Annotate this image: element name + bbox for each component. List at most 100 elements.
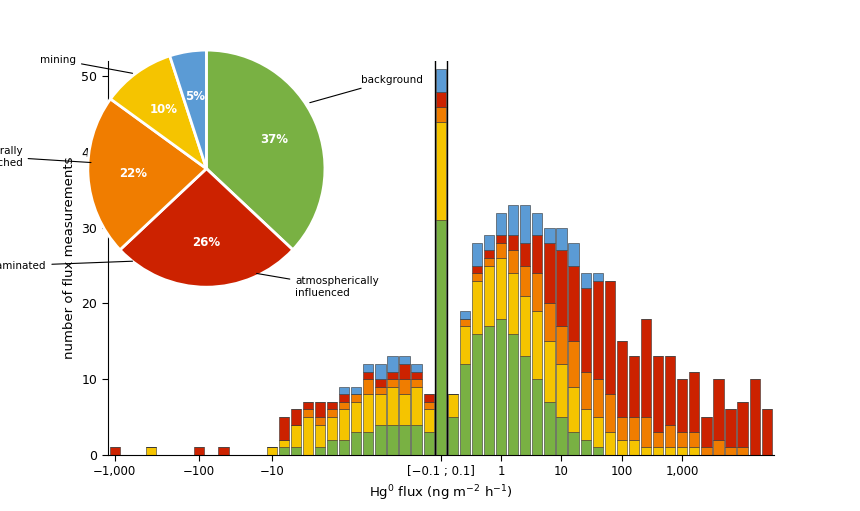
Bar <box>484 258 494 266</box>
Bar <box>351 402 361 432</box>
Bar <box>532 273 543 311</box>
Bar <box>327 409 337 417</box>
Bar <box>351 394 361 402</box>
Bar <box>363 371 373 379</box>
Bar <box>460 364 470 455</box>
Bar <box>508 334 519 455</box>
Bar <box>580 371 591 409</box>
Bar <box>146 447 157 455</box>
Bar <box>399 357 409 364</box>
Bar <box>472 243 482 266</box>
Bar <box>677 432 687 447</box>
Bar <box>665 357 675 425</box>
Bar <box>291 447 301 455</box>
Wedge shape <box>120 169 292 287</box>
Bar <box>363 394 373 432</box>
Bar <box>279 417 289 439</box>
Y-axis label: number of flux measurements: number of flux measurements <box>63 157 76 359</box>
Bar <box>436 220 445 455</box>
Bar <box>665 447 675 455</box>
Bar <box>411 379 421 387</box>
Bar <box>291 425 301 447</box>
Bar <box>677 447 687 455</box>
Bar <box>653 357 663 432</box>
Bar <box>399 364 409 379</box>
Bar <box>279 447 289 455</box>
Text: 10%: 10% <box>149 103 177 115</box>
Bar <box>520 296 531 357</box>
Text: 26%: 26% <box>193 236 220 249</box>
Text: 5%: 5% <box>185 89 205 103</box>
Bar <box>593 447 603 455</box>
Bar <box>593 281 603 379</box>
Bar <box>641 318 651 417</box>
Bar <box>617 417 627 439</box>
Bar <box>387 425 397 455</box>
Bar <box>544 304 555 341</box>
Bar <box>641 417 651 447</box>
Bar <box>375 379 385 387</box>
Bar <box>568 341 579 387</box>
Bar <box>496 243 507 258</box>
Wedge shape <box>88 99 206 250</box>
Bar <box>496 236 507 243</box>
Bar <box>738 402 747 447</box>
Bar <box>689 371 699 432</box>
Bar <box>725 409 735 447</box>
Bar <box>556 228 567 250</box>
Text: 37%: 37% <box>260 133 288 146</box>
Bar <box>617 439 627 455</box>
Bar <box>327 402 337 409</box>
Bar <box>568 266 579 341</box>
Bar <box>689 432 699 447</box>
Bar <box>460 318 470 326</box>
Bar <box>472 334 482 455</box>
Bar <box>363 364 373 371</box>
Bar <box>520 266 531 296</box>
Bar <box>725 447 735 455</box>
Bar <box>701 447 711 455</box>
Bar <box>339 387 349 394</box>
Bar <box>508 205 519 236</box>
Bar <box>580 273 591 288</box>
Bar <box>436 91 445 107</box>
Bar <box>556 364 567 417</box>
Bar <box>279 439 289 447</box>
Text: contaminated: contaminated <box>0 261 132 271</box>
Bar <box>436 122 445 220</box>
Bar <box>411 364 421 371</box>
Bar <box>315 417 325 425</box>
Bar <box>460 311 470 318</box>
Bar <box>436 107 445 122</box>
Bar <box>677 379 687 432</box>
Bar <box>363 432 373 455</box>
Bar <box>399 379 409 394</box>
Bar <box>629 417 639 439</box>
Bar <box>738 447 747 455</box>
Bar <box>653 447 663 455</box>
Text: mining: mining <box>40 55 132 73</box>
Bar <box>327 439 337 455</box>
Bar <box>375 364 385 379</box>
Bar <box>423 432 433 455</box>
Bar <box>580 288 591 371</box>
Bar <box>508 236 519 250</box>
Text: background: background <box>310 75 422 103</box>
Bar <box>508 273 519 334</box>
Bar <box>556 417 567 455</box>
Bar <box>387 379 397 387</box>
Bar <box>484 266 494 326</box>
Bar <box>544 402 555 455</box>
Bar <box>508 250 519 273</box>
Bar <box>532 236 543 273</box>
Wedge shape <box>206 50 325 250</box>
Bar <box>605 432 615 455</box>
Bar <box>593 417 603 447</box>
Bar <box>303 409 313 417</box>
Wedge shape <box>110 56 206 169</box>
Bar <box>387 387 397 425</box>
Bar <box>701 417 711 447</box>
Bar <box>762 409 772 455</box>
Bar <box>593 379 603 417</box>
Bar <box>315 402 325 417</box>
